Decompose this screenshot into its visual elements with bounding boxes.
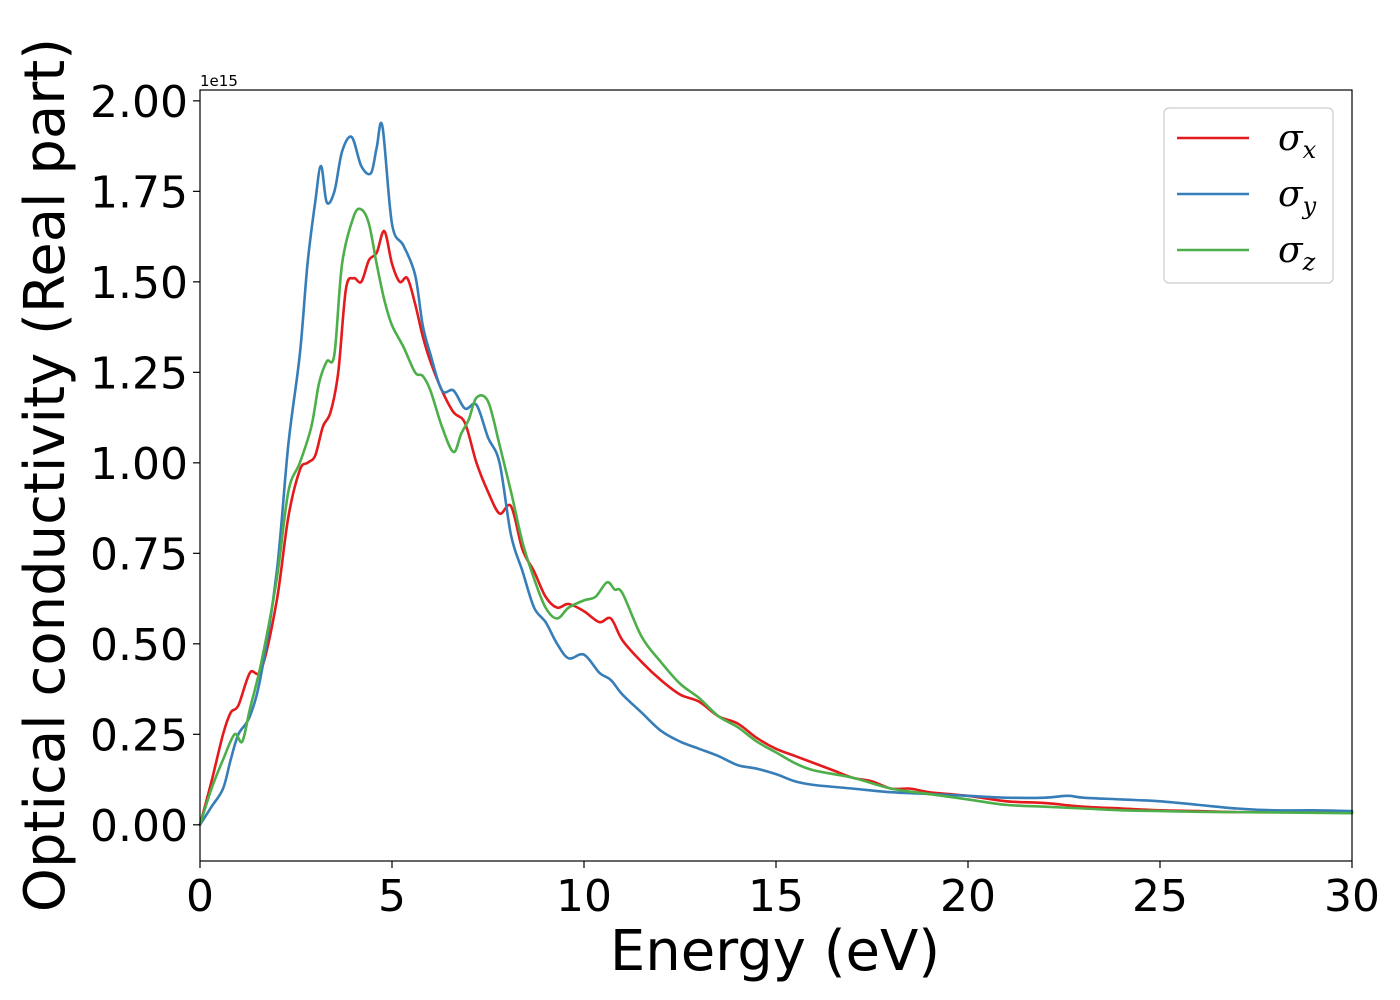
- x-axis: 0 5 10 15 20 25 30: [186, 861, 1380, 922]
- x-axis-title: Energy (eV): [610, 919, 940, 984]
- y-tick-label: 0.25: [90, 710, 188, 761]
- y-tick-label: 0.00: [90, 801, 188, 852]
- x-tick-label: 0: [186, 871, 214, 922]
- y-tick-label: 0.50: [90, 620, 188, 671]
- series-line-y: [198, 121, 1354, 827]
- legend-frame: [1163, 107, 1334, 284]
- series-layer: [198, 121, 1354, 827]
- y-axis: 0.00 0.25 0.50 0.75 1.00 1.25 1.50 1.75 2.00: [90, 77, 200, 852]
- legend-label-z: σz: [1278, 230, 1316, 276]
- legend: σx σy σz: [1163, 107, 1334, 284]
- y-tick-label: 2.00: [90, 77, 188, 128]
- series-line-x: [198, 229, 1354, 827]
- y-offset-label: 1e15: [200, 72, 238, 90]
- series-line-z: [198, 207, 1354, 827]
- x-tick-label: 15: [748, 871, 804, 922]
- y-tick-label: 1.75: [90, 167, 188, 218]
- legend-label-y: σy: [1278, 174, 1317, 220]
- y-tick-label: 1.00: [90, 439, 188, 490]
- legend-label-x: σx: [1278, 118, 1317, 164]
- x-tick-label: 10: [556, 871, 612, 922]
- y-tick-label: 0.75: [90, 529, 188, 580]
- y-tick-label: 1.50: [90, 258, 188, 309]
- x-tick-label: 25: [1132, 871, 1188, 922]
- x-tick-label: 5: [378, 871, 406, 922]
- x-tick-label: 30: [1324, 871, 1380, 922]
- y-tick-label: 1.25: [90, 348, 188, 399]
- x-tick-label: 20: [940, 871, 996, 922]
- y-axis-title: Optical conductivity (Real part): [13, 38, 78, 912]
